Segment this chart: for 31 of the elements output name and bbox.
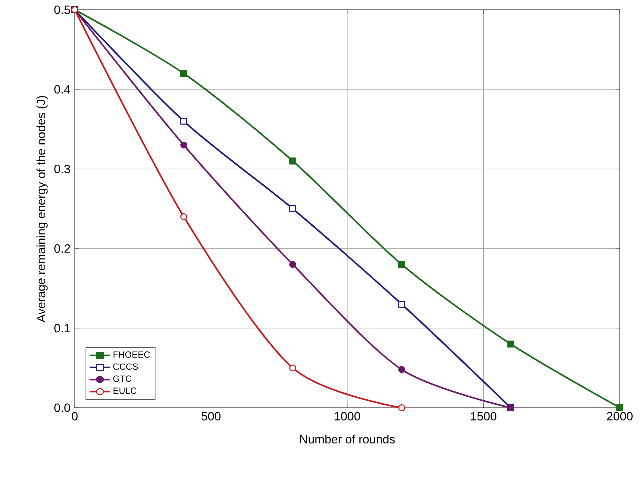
legend-label: GTC <box>114 376 132 382</box>
y-tick-label: 0.0 <box>54 404 70 412</box>
y-tick-label: 0.4 <box>54 85 70 94</box>
x-tick-label: 2000 <box>607 412 633 421</box>
y-tick-label: 0.3 <box>54 164 70 174</box>
point <box>180 213 188 220</box>
legend-label: CCCS <box>114 364 138 370</box>
x-axis-title: Number of rounds <box>300 434 396 444</box>
point <box>180 70 188 78</box>
point <box>290 261 296 268</box>
point <box>398 301 406 308</box>
y-tick-label: 0.2 <box>54 244 70 254</box>
point <box>180 118 188 125</box>
point <box>290 206 296 212</box>
point <box>508 340 514 348</box>
point <box>180 142 188 149</box>
legend-label: FHOEEC <box>114 352 150 358</box>
x-tick-label: 500 <box>202 412 221 421</box>
point <box>398 366 406 374</box>
point <box>290 158 296 165</box>
point <box>290 364 296 372</box>
point <box>616 404 624 412</box>
legend-label: EULC <box>114 388 137 394</box>
y-tick-label: 0.1 <box>54 324 70 333</box>
y-tick-label: 0.5 <box>54 6 70 14</box>
point <box>398 404 406 412</box>
point <box>398 261 406 268</box>
x-tick-label: 1500 <box>471 412 497 421</box>
y-axis-title: Average remaining energy of the nodes (J) <box>36 96 48 323</box>
x-tick-label: 0 <box>72 412 78 421</box>
x-tick-label: 1000 <box>335 412 360 421</box>
